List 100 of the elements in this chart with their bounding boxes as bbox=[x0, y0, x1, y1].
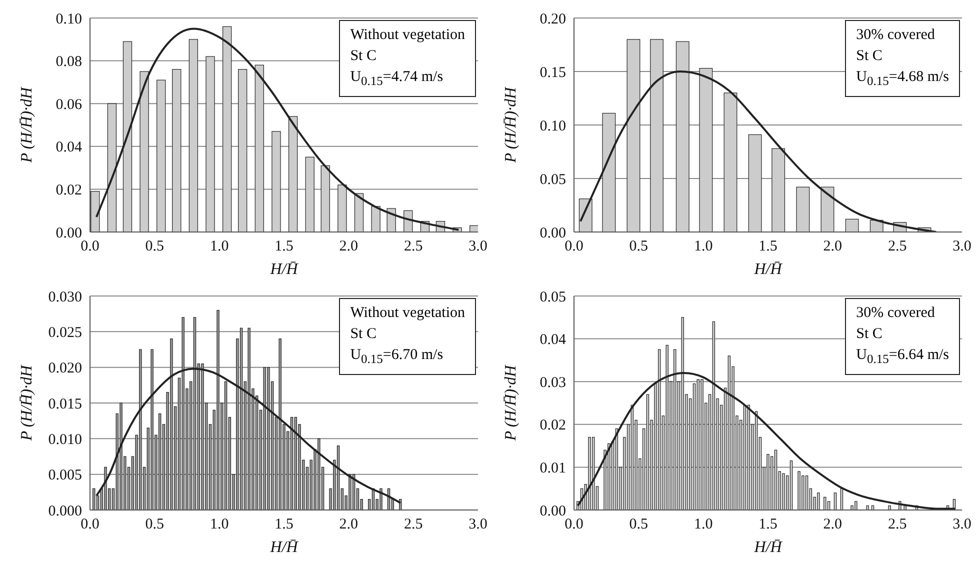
x-tick-label: 1.5 bbox=[758, 516, 778, 533]
bar bbox=[790, 460, 793, 510]
y-tick-label: 0.03 bbox=[540, 374, 566, 391]
y-tick-label: 0.015 bbox=[48, 396, 82, 412]
x-tick-label: 1.0 bbox=[210, 238, 229, 255]
y-axis-title: P (H/H̄)·dH bbox=[18, 364, 36, 442]
bar bbox=[748, 134, 762, 232]
bar bbox=[272, 131, 281, 232]
x-tick-label: 0.5 bbox=[145, 516, 164, 533]
y-axis-title: P (H/H̄)·dH bbox=[502, 86, 520, 164]
y-tick-label: 0.05 bbox=[540, 172, 566, 188]
bar bbox=[188, 39, 198, 232]
x-tick-label: 0.0 bbox=[564, 516, 584, 533]
x-axis-title: H/H̄ bbox=[753, 261, 784, 278]
bar bbox=[854, 501, 858, 510]
annotation: U$_{0.15}$=6.70 m/s bbox=[350, 346, 444, 368]
x-tick-label: 3.0 bbox=[468, 516, 488, 533]
bar bbox=[866, 505, 869, 510]
x-tick-label: 3.0 bbox=[952, 238, 972, 255]
bar bbox=[305, 156, 314, 232]
x-axis-title: H/H̄ bbox=[269, 261, 300, 278]
bar bbox=[824, 496, 826, 510]
bar bbox=[646, 394, 650, 510]
x-tick-label: 0.0 bbox=[80, 516, 100, 533]
annotation: St C bbox=[856, 47, 884, 66]
bar bbox=[850, 505, 854, 510]
x-tick-label: 2.5 bbox=[888, 516, 907, 533]
x-tick-label: 0.5 bbox=[629, 238, 648, 255]
y-tick-label: 0.10 bbox=[56, 11, 82, 28]
y-tick-label: 0.04 bbox=[540, 332, 566, 348]
y-tick-label: 0.04 bbox=[56, 140, 82, 156]
x-tick-label: 1.0 bbox=[210, 516, 229, 533]
y-tick-label: 0.00 bbox=[56, 225, 82, 242]
annotation: 30% covered bbox=[856, 26, 936, 45]
x-tick-label: 2.5 bbox=[404, 516, 423, 533]
y-tick-label: 0.00 bbox=[540, 503, 566, 520]
x-tick-label: 2.0 bbox=[339, 238, 358, 255]
x-tick-label: 1.0 bbox=[694, 516, 713, 533]
x-axis-title: H/H̄ bbox=[269, 539, 300, 556]
y-tick-label: 0.20 bbox=[540, 11, 566, 28]
annotation: U$_{0.15}$=6.64 m/s bbox=[856, 346, 949, 368]
y-tick-label: 0.02 bbox=[56, 182, 82, 199]
x-tick-label: 1.0 bbox=[694, 238, 713, 255]
x-tick-label: 3.0 bbox=[468, 238, 488, 255]
annotation: Without vegetation bbox=[350, 26, 465, 45]
y-tick-label: 0.020 bbox=[48, 360, 82, 377]
annotation: 30% covered bbox=[856, 304, 936, 323]
bar bbox=[696, 379, 700, 510]
x-tick-label: 0.5 bbox=[145, 238, 164, 255]
bar bbox=[156, 80, 166, 232]
x-tick-label: 3.0 bbox=[952, 516, 972, 533]
x-axis-title: H/H̄ bbox=[753, 539, 784, 556]
y-tick-label: 0.01 bbox=[540, 460, 566, 477]
y-axis-title: P (H/H̄)·dH bbox=[502, 364, 520, 442]
y-tick-label: 0.025 bbox=[48, 324, 82, 341]
bar bbox=[805, 475, 808, 510]
bar bbox=[845, 218, 859, 232]
annotation: U$_{0.15}$=4.74 m/s bbox=[350, 68, 444, 90]
x-tick-label: 0.0 bbox=[564, 238, 584, 255]
bar bbox=[796, 186, 810, 232]
x-tick-label: 1.5 bbox=[274, 516, 294, 533]
x-tick-label: 2.0 bbox=[823, 516, 842, 533]
bar bbox=[798, 471, 800, 510]
annotation: St C bbox=[350, 325, 378, 344]
y-tick-label: 0.000 bbox=[48, 503, 82, 520]
x-tick-label: 2.0 bbox=[339, 516, 358, 533]
annotation: Without vegetation bbox=[350, 304, 465, 323]
annotation: St C bbox=[350, 47, 378, 66]
x-tick-label: 0.5 bbox=[629, 516, 648, 533]
x-tick-label: 0.0 bbox=[80, 238, 100, 255]
bar bbox=[802, 475, 804, 510]
bar bbox=[238, 69, 248, 232]
y-tick-label: 0.030 bbox=[48, 289, 82, 306]
bar bbox=[834, 492, 837, 510]
y-tick-label: 0.15 bbox=[540, 64, 566, 81]
x-tick-label: 2.0 bbox=[823, 238, 842, 255]
x-tick-label: 2.5 bbox=[888, 238, 907, 255]
y-axis-title: P (H/H̄)·dH bbox=[18, 86, 36, 164]
x-tick-label: 1.5 bbox=[758, 238, 778, 255]
y-tick-label: 0.08 bbox=[56, 54, 82, 70]
y-tick-label: 0.06 bbox=[56, 96, 82, 113]
x-tick-label: 1.5 bbox=[274, 238, 294, 255]
y-tick-label: 0.010 bbox=[48, 432, 82, 448]
x-tick-label: 2.5 bbox=[404, 238, 423, 255]
bar bbox=[766, 454, 770, 510]
y-tick-label: 0.005 bbox=[48, 468, 82, 484]
annotation: St C bbox=[856, 325, 884, 344]
bar bbox=[888, 505, 891, 510]
bar bbox=[206, 56, 215, 232]
bar bbox=[817, 492, 820, 510]
annotation: U$_{0.15}$=4.68 m/s bbox=[856, 68, 949, 90]
y-tick-label: 0.02 bbox=[540, 418, 566, 434]
bar bbox=[470, 225, 478, 232]
bar bbox=[692, 383, 696, 510]
y-tick-label: 0.10 bbox=[540, 118, 566, 134]
bar bbox=[158, 413, 162, 510]
bar bbox=[782, 473, 785, 510]
bar bbox=[172, 69, 182, 232]
y-tick-label: 0.00 bbox=[540, 225, 566, 242]
y-tick-label: 0.05 bbox=[540, 289, 566, 306]
